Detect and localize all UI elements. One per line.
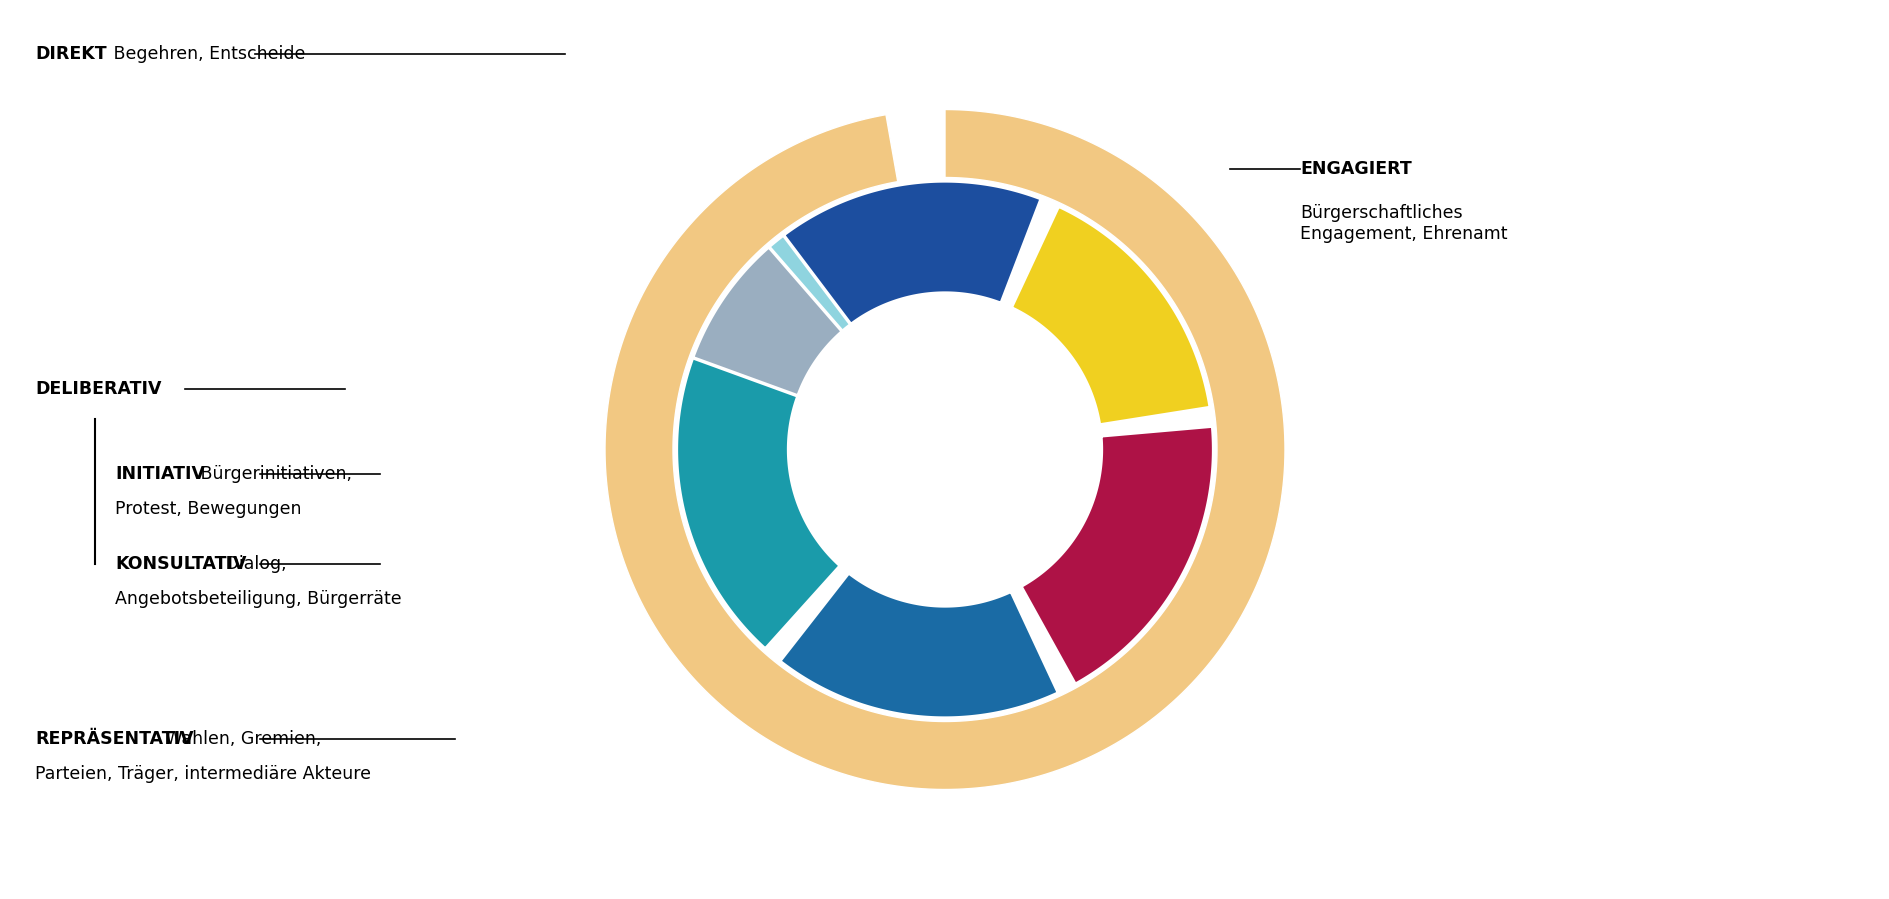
Text: Bürgerschaftliches
Engagement, Ehrenamt: Bürgerschaftliches Engagement, Ehrenamt xyxy=(1300,204,1507,243)
Text: KONSULTATIV: KONSULTATIV xyxy=(115,555,246,573)
Text: Protest, Bewegungen: Protest, Bewegungen xyxy=(115,500,302,518)
Text: DELIBERATIV: DELIBERATIV xyxy=(36,380,161,398)
Text: Parteien, Träger, intermediäre Akteure: Parteien, Träger, intermediäre Akteure xyxy=(36,765,370,783)
Polygon shape xyxy=(1011,206,1209,425)
Polygon shape xyxy=(782,181,1041,325)
Text: REPRÄSENTATIV: REPRÄSENTATIV xyxy=(36,730,193,748)
Text: DIREKT: DIREKT xyxy=(36,45,106,63)
Polygon shape xyxy=(676,324,841,649)
Text: ENGAGIERT: ENGAGIERT xyxy=(1300,160,1411,178)
Text: Bürgerinitiativen,: Bürgerinitiativen, xyxy=(195,465,351,483)
Text: Angebotsbeteiligung, Bürgerräte: Angebotsbeteiligung, Bürgerräte xyxy=(115,590,402,608)
Text: INITIATIV: INITIATIV xyxy=(115,465,204,483)
Polygon shape xyxy=(604,110,1285,789)
Text: Begehren, Entscheide: Begehren, Entscheide xyxy=(108,45,304,63)
Text: Wahlen, Gremien,: Wahlen, Gremien, xyxy=(161,730,321,748)
Polygon shape xyxy=(1020,426,1213,684)
Polygon shape xyxy=(691,247,842,396)
Polygon shape xyxy=(780,573,1058,718)
Text: Dialog,: Dialog, xyxy=(219,555,287,573)
Polygon shape xyxy=(716,185,918,367)
